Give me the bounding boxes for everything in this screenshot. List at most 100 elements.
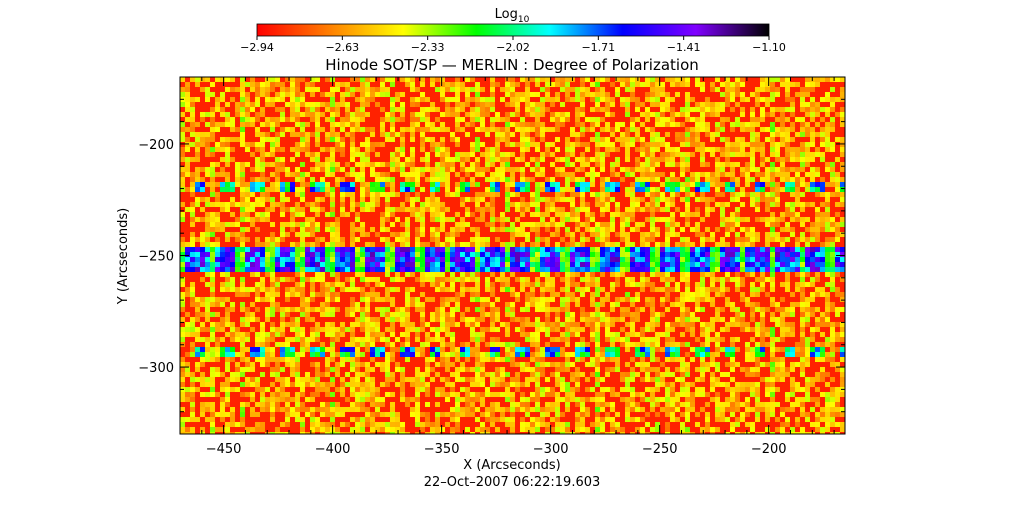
heatmap-cell	[750, 157, 755, 162]
heatmap-cell	[180, 282, 185, 287]
heatmap-cell	[315, 292, 320, 297]
heatmap-cell	[655, 252, 660, 257]
heatmap-cell	[530, 222, 535, 227]
heatmap-cell	[490, 172, 495, 177]
heatmap-cell	[605, 242, 610, 247]
heatmap-cell	[430, 267, 435, 272]
heatmap-cell	[790, 232, 795, 237]
heatmap-cell	[305, 142, 310, 147]
heatmap-cell	[595, 267, 600, 272]
heatmap-cell	[685, 217, 690, 222]
heatmap-cell	[205, 307, 210, 312]
heatmap-cell	[285, 312, 290, 317]
heatmap-cell	[215, 142, 220, 147]
heatmap-cell	[645, 117, 650, 122]
heatmap-cell	[625, 267, 630, 272]
heatmap-cell	[725, 242, 730, 247]
heatmap-cell	[625, 342, 630, 347]
heatmap-cell	[530, 302, 535, 307]
heatmap-cell	[270, 267, 275, 272]
heatmap-cell	[300, 97, 305, 102]
heatmap-cell	[460, 282, 465, 287]
heatmap-cell	[435, 207, 440, 212]
heatmap-cell	[300, 102, 305, 107]
heatmap-cell	[720, 267, 725, 272]
heatmap-cell	[495, 217, 500, 222]
heatmap-cell	[585, 222, 590, 227]
heatmap-cell	[225, 272, 230, 277]
heatmap-cell	[795, 302, 800, 307]
heatmap-cell	[205, 87, 210, 92]
heatmap-cell	[320, 282, 325, 287]
heatmap-cell	[820, 322, 825, 327]
heatmap-cell	[290, 292, 295, 297]
heatmap-cell	[690, 312, 695, 317]
heatmap-cell	[440, 282, 445, 287]
heatmap-cell	[775, 202, 780, 207]
heatmap-cell	[460, 202, 465, 207]
heatmap-cell	[440, 242, 445, 247]
heatmap-cell	[185, 327, 190, 332]
heatmap-cell	[670, 232, 675, 237]
heatmap-cell	[190, 342, 195, 347]
heatmap-cell	[255, 167, 260, 172]
heatmap-cell	[520, 327, 525, 332]
heatmap-cell	[720, 292, 725, 297]
heatmap-cell	[440, 152, 445, 157]
heatmap-cell	[555, 352, 560, 357]
heatmap-cell	[300, 142, 305, 147]
heatmap-cell	[440, 337, 445, 342]
heatmap-cell	[240, 237, 245, 242]
heatmap-cell	[610, 257, 615, 262]
heatmap-cell	[475, 157, 480, 162]
heatmap-cell	[580, 177, 585, 182]
heatmap-cell	[705, 182, 710, 187]
heatmap-cell	[300, 277, 305, 282]
heatmap-cell	[225, 257, 230, 262]
heatmap-cell	[415, 172, 420, 177]
heatmap-cell	[840, 162, 845, 167]
heatmap-cell	[690, 322, 695, 327]
heatmap-cell	[670, 177, 675, 182]
heatmap-cell	[425, 262, 430, 267]
heatmap-cell	[515, 352, 520, 357]
heatmap-cell	[205, 252, 210, 257]
heatmap-cell	[730, 192, 735, 197]
heatmap-cell	[455, 277, 460, 282]
heatmap-cell	[305, 302, 310, 307]
heatmap-cell	[265, 242, 270, 247]
heatmap-cell	[685, 252, 690, 257]
heatmap-cell	[210, 147, 215, 152]
heatmap-cell	[675, 112, 680, 117]
heatmap-cell	[425, 127, 430, 132]
heatmap-cell	[825, 132, 830, 137]
heatmap-cell	[420, 327, 425, 332]
heatmap-cell	[620, 102, 625, 107]
heatmap-cell	[635, 147, 640, 152]
heatmap-cell	[335, 327, 340, 332]
heatmap-cell	[485, 192, 490, 197]
heatmap-cell	[830, 87, 835, 92]
heatmap-cell	[750, 237, 755, 242]
heatmap-cell	[615, 182, 620, 187]
heatmap-cell	[255, 97, 260, 102]
heatmap-cell	[690, 152, 695, 157]
heatmap-cell	[570, 292, 575, 297]
heatmap-cell	[760, 142, 765, 147]
heatmap-cell	[470, 332, 475, 337]
heatmap-cell	[515, 92, 520, 97]
heatmap-cell	[435, 127, 440, 132]
heatmap-cell	[730, 267, 735, 272]
heatmap-cell	[450, 337, 455, 342]
heatmap-cell	[675, 262, 680, 267]
heatmap-cell	[280, 357, 285, 362]
heatmap-cell	[795, 212, 800, 217]
heatmap-cell	[670, 267, 675, 272]
heatmap-cell	[400, 162, 405, 167]
heatmap-cell	[180, 102, 185, 107]
heatmap-cell	[530, 337, 535, 342]
heatmap-cell	[770, 232, 775, 237]
heatmap-cell	[805, 152, 810, 157]
heatmap-cell	[415, 352, 420, 357]
heatmap-cell	[475, 127, 480, 132]
